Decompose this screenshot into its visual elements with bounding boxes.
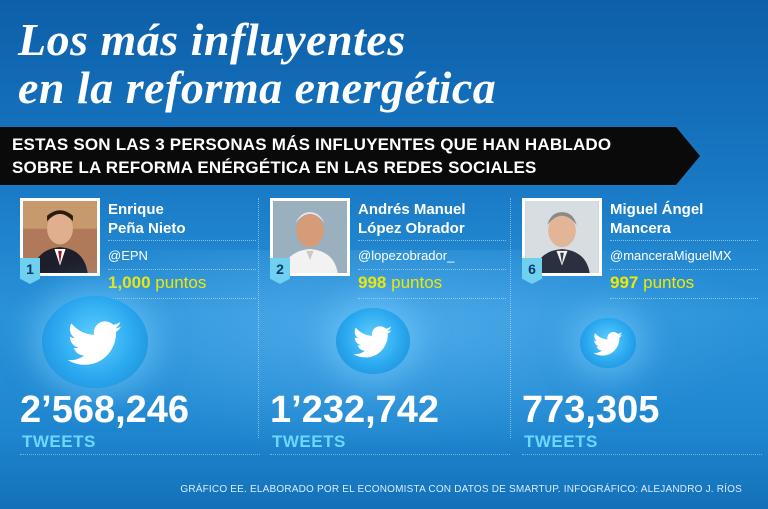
twitter-handle[interactable]: @EPN: [108, 248, 148, 263]
divider: [108, 298, 256, 299]
person-card-2: 2 Andrés Manuel López Obrador @lopezobra…: [270, 198, 510, 468]
person-name-line-1: Miguel Ángel: [610, 201, 704, 218]
divider: [20, 454, 260, 455]
tweets-label: TWEETS: [22, 432, 96, 451]
page-title: Los más influyentes en la reforma energé…: [18, 16, 496, 112]
points-unit: puntos: [155, 273, 207, 292]
divider: [358, 269, 506, 270]
person-name-line-1: Andrés Manuel: [358, 201, 466, 218]
points-unit: puntos: [391, 273, 443, 292]
person-name-line-2: López Obrador: [358, 220, 465, 237]
twitter-bird-icon: [336, 308, 410, 374]
points-score: 997 puntos: [610, 273, 694, 293]
banner-line-2: SOBRE LA REFORMA ENÉRGÉTICA EN LAS REDES…: [12, 158, 537, 177]
person-name-line-2: Peña Nieto: [108, 220, 186, 237]
person-name: Andrés Manuel López Obrador: [358, 200, 508, 238]
person-photo: [20, 198, 100, 276]
tweets-label: TWEETS: [524, 432, 598, 451]
banner-line-1: ESTAS SON LAS 3 PERSONAS MÁS INFLUYENTES…: [12, 135, 612, 154]
divider: [108, 240, 256, 241]
divider: [610, 298, 758, 299]
divider: [610, 269, 758, 270]
person-card-3: 6 Miguel Ángel Mancera @manceraMiguelMX …: [522, 198, 762, 468]
title-line-2: en la reforma energética: [18, 62, 497, 113]
divider: [610, 240, 758, 241]
subtitle-banner: ESTAS SON LAS 3 PERSONAS MÁS INFLUYENTES…: [0, 127, 700, 185]
divider: [270, 454, 510, 455]
person-card-1: 1 Enrique Peña Nieto @EPN 1,000 puntos 2…: [20, 198, 260, 468]
divider: [358, 298, 506, 299]
source-credit: GRÁFICO EE. ELABORADO POR EL ECONOMISTA …: [180, 484, 742, 495]
points-score: 998 puntos: [358, 273, 442, 293]
person-name-line-1: Enrique: [108, 201, 164, 218]
tweets-count: 1’232,742: [270, 389, 440, 431]
column-divider: [510, 198, 511, 438]
twitter-bird-icon: [42, 296, 148, 388]
points-unit: puntos: [643, 273, 695, 292]
tweets-count: 2’568,246: [20, 389, 190, 431]
divider: [358, 240, 506, 241]
twitter-handle[interactable]: @lopezobrador_: [358, 248, 455, 263]
points-value: 998: [358, 273, 387, 292]
points-score: 1,000 puntos: [108, 273, 206, 293]
divider: [108, 269, 256, 270]
column-divider: [258, 198, 259, 438]
rank-badge: 6: [522, 258, 542, 284]
tweets-label: TWEETS: [272, 432, 346, 451]
points-value: 997: [610, 273, 639, 292]
rank-badge: 1: [20, 258, 40, 284]
points-value: 1,000: [108, 273, 151, 292]
person-name: Enrique Peña Nieto: [108, 200, 258, 238]
rank-badge: 2: [270, 258, 290, 284]
tweets-count: 773,305: [522, 389, 660, 431]
twitter-bird-icon: [580, 318, 636, 368]
person-name: Miguel Ángel Mancera: [610, 200, 760, 238]
person-name-line-2: Mancera: [610, 220, 671, 237]
divider: [522, 454, 762, 455]
twitter-handle[interactable]: @manceraMiguelMX: [610, 248, 732, 263]
title-line-1: Los más influyentes: [18, 14, 406, 65]
